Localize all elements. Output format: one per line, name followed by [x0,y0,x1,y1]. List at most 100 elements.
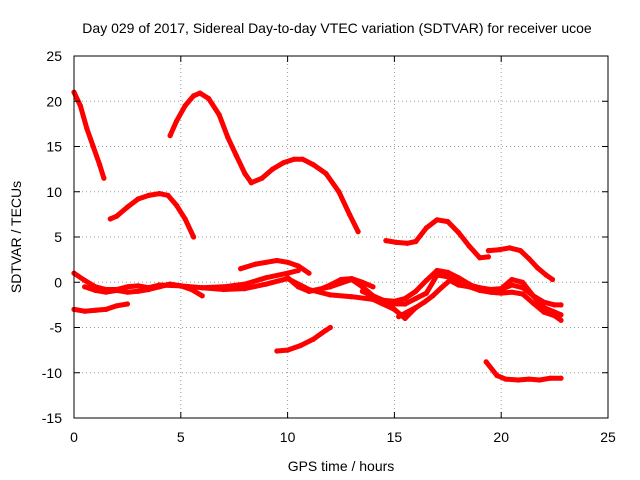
y-axis-label: SDTVAR / TECUs [8,181,24,293]
data-point [383,238,389,244]
data-point [477,255,483,261]
data-point [107,216,113,222]
data-point [263,281,269,287]
y-tick-label: 20 [46,93,62,109]
data-point [82,277,88,283]
x-tick-label: 0 [70,429,78,445]
data-point [515,377,521,383]
data-point [381,299,387,305]
x-tick-label: 15 [387,429,403,445]
y-tick-label: 5 [54,229,62,245]
data-point [445,219,451,225]
data-point [526,376,532,382]
chart-title: Day 029 of 2017, Sidereal Day-to-day VTE… [82,20,592,36]
data-point [552,313,558,319]
data-point [552,302,558,308]
data-point [310,336,316,342]
data-point [248,180,254,186]
data-point [84,125,90,131]
axis-ticks: 0 5 10 15 20 25 -15 -10 -5 0 5 10 15 20 25 [42,48,616,445]
data-point [178,283,184,289]
y-tick-label: -5 [50,320,63,336]
data-point [517,248,524,254]
data-point [404,309,410,315]
data-point [526,256,532,262]
data-point [274,348,280,354]
series-arc-10 [71,301,130,314]
data-point [242,286,248,292]
data-point [477,287,483,293]
data-point [498,290,504,296]
series-arc-4 [248,156,361,235]
data-point [191,234,197,240]
y-tick-label: -15 [42,410,62,426]
data-point [327,292,333,298]
data-point [534,265,541,271]
data-point [306,270,312,276]
data-point [285,275,291,281]
data-point [423,225,429,231]
data-point [97,162,103,168]
data-point [295,263,301,269]
data-point [191,93,197,99]
data-point [135,196,141,202]
data-point [285,259,291,265]
data-point [124,289,130,295]
data-point [242,281,248,287]
data-point [507,245,513,251]
data-point [413,305,419,311]
data-point [253,261,259,267]
data-point [396,314,402,320]
data-point [114,303,120,309]
data-point [182,103,188,109]
data-point [434,267,440,274]
data-point [520,279,526,285]
data-point [455,229,462,236]
series-arc-3 [167,90,254,186]
data-point [327,284,333,290]
data-point [413,288,419,294]
data-point [359,288,365,294]
data-point [295,284,301,290]
data-point [274,257,280,264]
data-point [242,171,248,177]
data-point [520,291,526,297]
y-tick-label: 15 [46,139,62,155]
data-point [466,284,472,290]
x-tick-label: 20 [493,429,509,445]
data-point [349,294,355,300]
data-point [402,301,408,307]
data-point [530,300,536,306]
data-point [238,266,244,272]
data-point [173,202,180,208]
data-point [285,270,291,276]
data-point [291,156,297,162]
data-point [263,275,269,281]
data-point [438,285,444,291]
data-point [359,284,365,290]
x-axis-label: GPS time / hours [288,458,395,474]
data-point [182,216,188,222]
data-point [270,166,276,172]
data-point [92,307,98,313]
data-point [494,372,500,379]
y-tick-label: 0 [54,274,62,290]
data-point [297,343,303,349]
data-point [233,153,239,159]
data-point [355,229,361,235]
data-point [220,286,227,293]
data-point [413,295,419,302]
grid [74,56,608,418]
data-point [543,272,549,278]
data-point [541,309,547,315]
data-point [445,269,451,275]
data-point [485,254,491,260]
data-point [167,281,173,287]
data-point [101,175,107,181]
data-point [509,276,515,283]
data-point [206,95,212,102]
data-point [259,175,265,181]
data-point [549,276,556,283]
data-point [530,293,536,299]
data-point [434,272,440,278]
